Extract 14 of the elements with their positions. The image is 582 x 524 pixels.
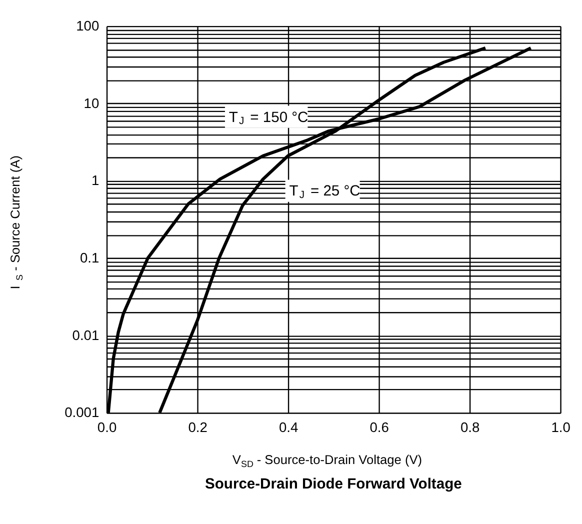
x-tick-label: 0.2 (188, 419, 208, 435)
x-tick-label: 1.0 (551, 419, 571, 435)
y-axis-title: IS - Source Current (A) (8, 155, 25, 290)
x-tick-label: 0.4 (278, 419, 298, 435)
y-tick-label: 1 (91, 172, 100, 188)
x-tick-label: 0.8 (460, 419, 480, 435)
y-tick-label: 0.001 (64, 404, 100, 420)
y-tick-label: 100 (76, 18, 100, 34)
y-tick-label: 0.01 (72, 326, 100, 343)
y-tick-label: 0.1 (80, 250, 100, 266)
text: Source-Drain Diode Forward Voltage (205, 476, 462, 493)
y-tick-label: 10 (84, 94, 100, 111)
x-tick-label: 0.0 (97, 419, 117, 435)
x-tick-label: 0.6 (370, 419, 390, 435)
